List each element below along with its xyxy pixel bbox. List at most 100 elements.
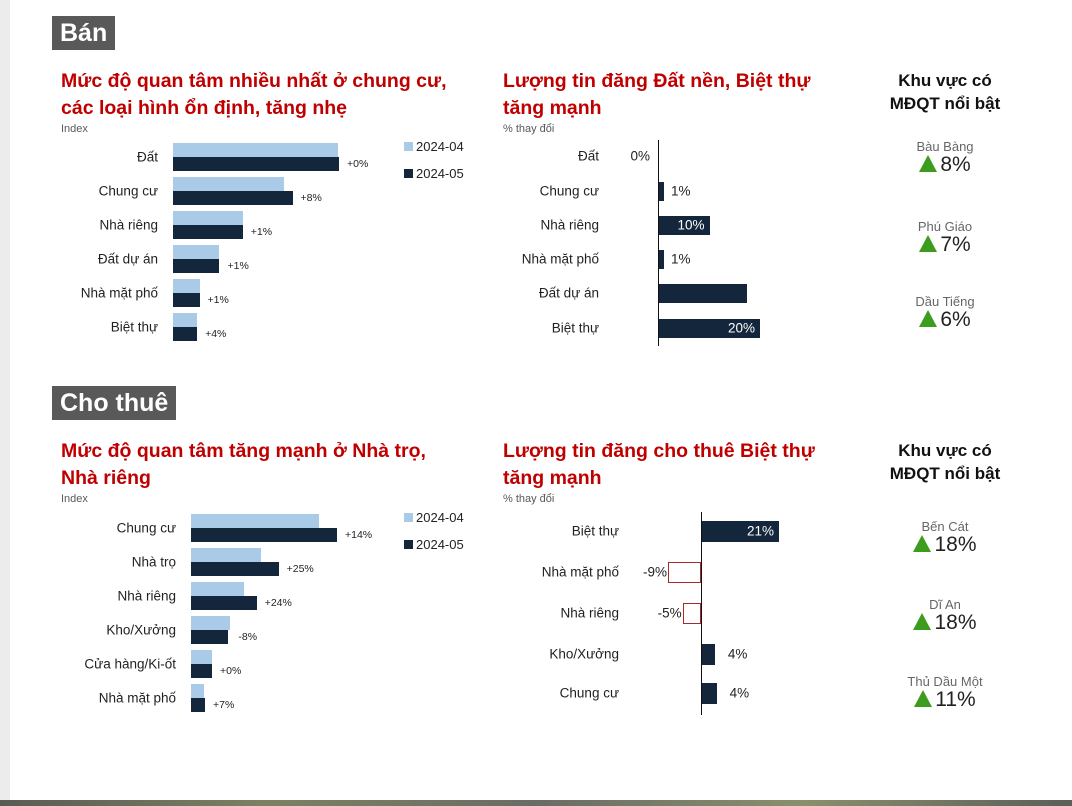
legend-label: 2024-05 <box>416 166 464 181</box>
highlight-value: 11% <box>855 688 1035 712</box>
category-label: Chung cư <box>559 685 619 701</box>
category-label: Kho/Xưởng <box>106 622 176 638</box>
bar-2024-04 <box>173 177 285 191</box>
data-label: +25% <box>286 563 314 575</box>
data-label: +1% <box>207 294 229 306</box>
legend-swatch <box>404 169 413 178</box>
category-label: Biệt thự <box>110 319 158 335</box>
category-label: Chung cư <box>116 520 176 536</box>
bar-2024-04 <box>173 143 338 157</box>
highlight-area-name: Dầu Tiếng <box>915 294 975 309</box>
bar-negative <box>682 602 701 624</box>
bar-2024-04 <box>191 582 244 596</box>
bar-2024-05 <box>191 664 213 678</box>
highlight-area-name: Bàu Bàng <box>916 139 974 154</box>
highlight-area-name: Dĩ An <box>929 597 961 612</box>
chart-title: Mức độ quan tâm tăng mạnh ở Nhà trọ, Nhà… <box>61 440 426 489</box>
zero-axis <box>701 512 702 715</box>
data-label: -5% <box>657 605 682 621</box>
highlight-percent: 18% <box>934 611 977 634</box>
data-label: 0% <box>630 148 650 164</box>
data-label: +1% <box>250 226 273 238</box>
bar-2024-04 <box>191 650 213 664</box>
highlight-value: 8% <box>855 153 1035 177</box>
category-label: Nhà mặt phố <box>80 285 158 301</box>
highlight-value: 18% <box>855 611 1035 635</box>
bar <box>659 283 748 303</box>
category-label: Nhà riêng <box>560 605 619 621</box>
legend-item-2024-04: 2024-04 <box>404 510 464 525</box>
highlight-percent: 11% <box>935 688 976 711</box>
bar-2024-04 <box>173 245 220 259</box>
bar-2024-05 <box>173 293 200 307</box>
category-label: Đất dự án <box>97 251 158 267</box>
up-triangle-icon <box>919 235 938 252</box>
data-label: -8% <box>238 631 258 643</box>
data-label: 21% <box>747 523 775 539</box>
up-triangle-icon <box>913 613 932 630</box>
category-label: Đất <box>577 148 599 164</box>
category-label: Nhà mặt phố <box>98 690 176 706</box>
legend-swatch <box>404 540 413 549</box>
bar <box>659 318 760 338</box>
legend-label: 2024-04 <box>416 510 464 525</box>
category-label: Nhà mặt phố <box>541 564 619 580</box>
highlight-percent: 18% <box>934 533 977 556</box>
bar-2024-04 <box>173 211 243 225</box>
bar-2024-05 <box>173 157 339 171</box>
bar-2024-04 <box>173 279 200 293</box>
legend-swatch <box>404 513 413 522</box>
category-label: Chung cư <box>98 183 158 199</box>
highlight-title-line: MĐQT nổi bật <box>889 94 1001 113</box>
highlight-value: 7% <box>855 233 1035 257</box>
legend-label: 2024-05 <box>416 537 464 552</box>
bar-2024-05 <box>173 191 293 205</box>
axis-label: Index <box>61 123 88 135</box>
data-label: 4% <box>727 646 748 662</box>
data-label: +8% <box>300 192 322 204</box>
data-label: -9% <box>642 564 667 580</box>
highlight-percent: 7% <box>940 233 971 256</box>
highlight-value: 6% <box>855 308 1035 332</box>
data-label: +4% <box>205 328 227 340</box>
highlight-area-name: Bến Cát <box>921 519 969 534</box>
bar-2024-04 <box>191 684 205 698</box>
bar <box>702 643 715 665</box>
data-label: +14% <box>345 529 373 541</box>
bar <box>702 520 780 542</box>
axis-label: % thay đổi <box>503 123 555 135</box>
bar-2024-04 <box>173 313 198 327</box>
data-label: +0% <box>220 665 242 677</box>
bar-2024-04 <box>191 514 320 528</box>
axis-label: % thay đổi <box>503 493 555 505</box>
bar <box>659 181 665 201</box>
section-label-sale: Bán <box>52 16 116 50</box>
highlight-title: Khu vực có MĐQT nổi bật <box>855 69 1035 115</box>
highlight-percent: 8% <box>940 153 971 176</box>
category-label: Biệt thự <box>571 523 619 539</box>
legend-item-2024-05: 2024-05 <box>404 166 464 181</box>
category-label: Đất dự án <box>538 285 599 301</box>
data-label: 4% <box>729 685 750 701</box>
bar <box>702 682 717 704</box>
data-label: +24% <box>264 597 292 609</box>
bar <box>659 215 710 235</box>
bar-2024-05 <box>191 528 337 542</box>
chart-title: Mức độ quan tâm nhiều nhất ở chung cư, c… <box>61 70 447 119</box>
bar-2024-05 <box>173 327 198 341</box>
legend-item-2024-05: 2024-05 <box>404 537 464 552</box>
section-label-rent: Cho thuê <box>52 386 177 420</box>
highlight-value: 18% <box>855 533 1035 557</box>
up-triangle-icon <box>919 310 938 327</box>
data-label: +7% <box>213 699 235 711</box>
data-label: 10% <box>677 217 705 233</box>
category-label: Nhà riêng <box>540 217 599 233</box>
category-label: Cửa hàng/Ki-ốt <box>84 656 176 672</box>
category-label: Nhà trọ <box>131 554 176 570</box>
bar-2024-04 <box>191 616 231 630</box>
category-label: Chung cư <box>539 183 599 199</box>
chart-title: Lượng tin đăng cho thuê Biệt thự tăng mạ… <box>503 440 815 489</box>
category-label: Nhà mặt phố <box>521 251 599 267</box>
highlight-title-line: MĐQT nổi bật <box>889 464 1001 483</box>
bar-2024-05 <box>191 596 257 610</box>
